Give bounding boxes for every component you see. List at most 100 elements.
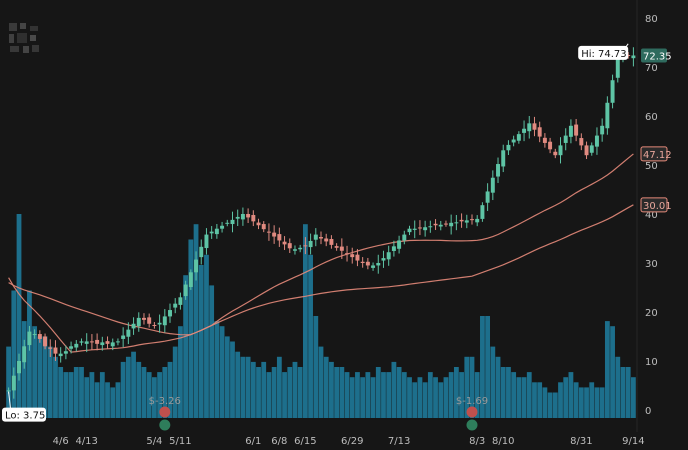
volume-bar xyxy=(47,346,53,418)
candle-body xyxy=(178,297,183,305)
volume-bar xyxy=(287,367,293,418)
volume-bar xyxy=(584,387,589,418)
candle-body xyxy=(579,138,584,146)
candle-body xyxy=(43,336,48,347)
candle-body xyxy=(527,123,532,132)
date-tick-label: 6/15 xyxy=(294,436,316,447)
price-tick-label: 40 xyxy=(645,210,658,221)
volume-bar xyxy=(329,361,334,418)
candle-body xyxy=(298,247,303,250)
volume-bar xyxy=(516,377,522,418)
event-secondary-icon xyxy=(159,419,171,431)
candle-body xyxy=(110,342,115,347)
candle-body xyxy=(63,351,68,354)
volume-bar xyxy=(381,372,386,418)
date-tick-label: 7/13 xyxy=(388,436,410,447)
candle-body xyxy=(459,219,464,222)
candle-body xyxy=(532,123,537,130)
volume-bar xyxy=(94,382,100,418)
candle-body xyxy=(563,135,568,143)
candle-body xyxy=(168,310,172,317)
candle-body xyxy=(558,145,563,156)
volume-bar xyxy=(563,377,569,418)
volume-bar xyxy=(105,382,110,418)
candle-body xyxy=(303,245,308,247)
volume-bar xyxy=(532,382,537,418)
volume-bar xyxy=(558,382,563,418)
candle-body xyxy=(32,334,37,336)
candle-body xyxy=(454,222,459,224)
ma-long-line xyxy=(8,204,634,336)
volume-bar xyxy=(84,377,90,418)
candle-body xyxy=(79,341,84,343)
candle-body xyxy=(485,191,490,203)
volume-bar xyxy=(349,377,355,418)
price-tick-label: 30 xyxy=(645,259,658,270)
candle-body xyxy=(100,342,105,346)
volume-bar xyxy=(250,361,256,418)
volume-bar xyxy=(495,356,501,418)
candle-body xyxy=(511,139,516,143)
ma-short-value-tag xyxy=(640,146,668,162)
volume-bar xyxy=(448,372,454,418)
candle-body xyxy=(584,145,589,156)
candle-body xyxy=(287,243,292,249)
volume-bar xyxy=(537,382,543,418)
volume-bar xyxy=(464,356,470,418)
price-tick-label: 50 xyxy=(645,161,658,172)
price-tick-label: 60 xyxy=(645,112,658,123)
candle-body xyxy=(407,228,412,233)
candle-body xyxy=(225,222,230,224)
candle-body xyxy=(292,249,297,251)
volume-bar xyxy=(485,316,491,418)
candle-body xyxy=(464,220,469,223)
volume-bar xyxy=(610,326,615,418)
candle-body xyxy=(17,361,21,374)
volume-bar xyxy=(599,387,605,418)
candle-body xyxy=(214,228,219,235)
volume-bar xyxy=(178,326,183,418)
candle-body xyxy=(230,219,235,225)
candle-body xyxy=(443,223,448,225)
volume-bar xyxy=(27,290,32,418)
volume-bar xyxy=(308,254,313,418)
volume-bar xyxy=(99,372,105,418)
date-tick-label: 4/6 xyxy=(53,436,69,447)
volume-bar xyxy=(323,356,329,418)
candle-body xyxy=(516,134,521,141)
volume-bar xyxy=(594,387,600,418)
volume-bar xyxy=(474,372,480,418)
date-tick-label: 4/13 xyxy=(75,436,97,447)
volume-bar xyxy=(386,372,392,418)
candle-body xyxy=(610,80,615,103)
volume-bar xyxy=(141,367,147,418)
volume-bar xyxy=(245,356,251,418)
volume-bar xyxy=(115,382,121,418)
candle-body xyxy=(313,234,318,240)
event-value-label: $-1.69 xyxy=(456,396,488,407)
candle-body xyxy=(365,261,370,266)
candle-body xyxy=(542,137,547,143)
volume-bar xyxy=(292,361,298,418)
volume-bar xyxy=(162,367,168,418)
volume-bar xyxy=(552,392,558,418)
volume-bar xyxy=(167,361,173,418)
volume-bar xyxy=(125,356,131,418)
candle-body xyxy=(417,227,422,229)
candle-body xyxy=(537,127,542,137)
volume-bar xyxy=(183,275,189,418)
candle-body xyxy=(631,55,636,59)
candle-body xyxy=(188,272,193,288)
volume-bar xyxy=(282,372,287,418)
volume-bar xyxy=(355,372,360,418)
volume-bar xyxy=(214,321,220,418)
volume-bar xyxy=(370,377,376,418)
candle-body xyxy=(308,240,313,248)
candle-body xyxy=(220,225,225,229)
candle-body xyxy=(600,125,605,135)
volume-bar xyxy=(53,356,58,418)
volume-bar xyxy=(459,372,464,418)
volume-bar xyxy=(276,356,282,418)
